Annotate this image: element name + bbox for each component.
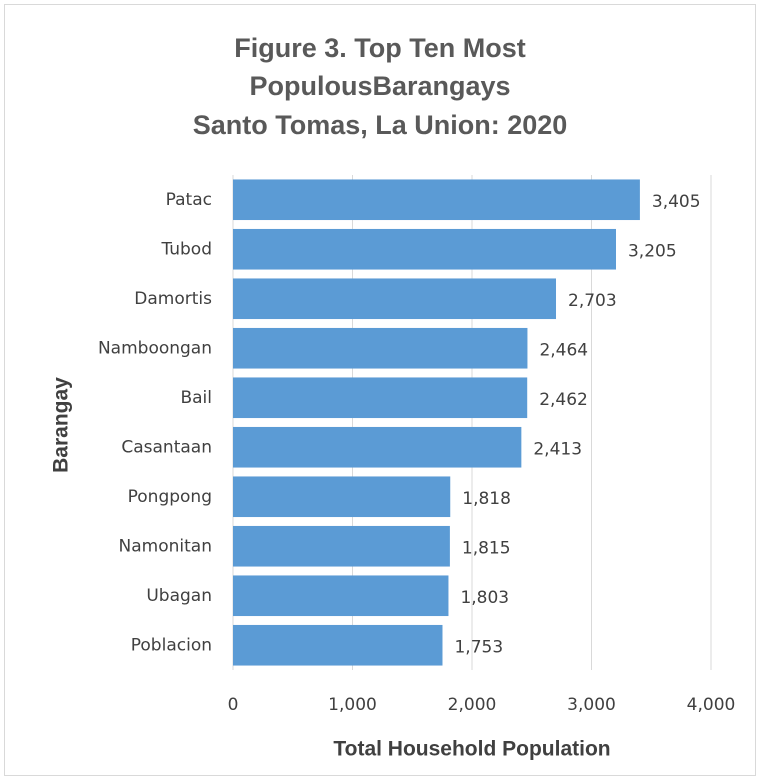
chart-title: PopulousBarangays xyxy=(249,71,510,101)
bar xyxy=(233,179,640,221)
x-axis-title: Total Household Population xyxy=(333,738,610,761)
x-tick-label: 4,000 xyxy=(687,695,736,715)
bar xyxy=(233,278,557,320)
value-label: 1,818 xyxy=(462,489,511,509)
value-label: 3,405 xyxy=(652,192,701,212)
bar xyxy=(233,327,528,369)
bar xyxy=(233,377,528,419)
y-tick-label: Bail xyxy=(180,388,212,408)
y-tick-label: Tubod xyxy=(160,239,212,259)
y-tick-label: Poblacion xyxy=(131,635,212,655)
bar xyxy=(233,426,522,468)
value-label: 2,703 xyxy=(568,291,617,311)
y-tick-label: Pongpong xyxy=(128,487,212,507)
value-label: 1,803 xyxy=(460,588,509,608)
bar xyxy=(233,575,449,617)
chart-title: Santo Tomas, La Union: 2020 xyxy=(193,110,568,140)
bar xyxy=(233,476,451,518)
y-tick-label: Patac xyxy=(166,190,212,210)
bar xyxy=(233,228,616,270)
value-label: 2,464 xyxy=(539,340,588,360)
y-tick-label: Damortis xyxy=(134,289,212,309)
bar xyxy=(233,525,450,567)
value-label: 1,753 xyxy=(454,637,503,657)
bar xyxy=(233,624,443,666)
chart-title: Figure 3. Top Ten Most xyxy=(234,33,526,63)
x-tick-label: 3,000 xyxy=(567,695,616,715)
value-label: 1,815 xyxy=(462,538,511,558)
y-tick-label: Namonitan xyxy=(119,536,212,556)
value-label: 3,205 xyxy=(628,241,677,261)
x-tick-label: 2,000 xyxy=(448,695,497,715)
y-tick-label: Ubagan xyxy=(146,586,212,606)
x-tick-label: 0 xyxy=(228,695,239,715)
value-label: 2,413 xyxy=(533,439,582,459)
y-tick-label: Namboongan xyxy=(98,338,212,358)
x-tick-label: 1,000 xyxy=(328,695,377,715)
value-label: 2,462 xyxy=(539,390,588,410)
y-axis-title: Barangay xyxy=(50,377,73,473)
y-tick-label: Casantaan xyxy=(121,437,212,457)
